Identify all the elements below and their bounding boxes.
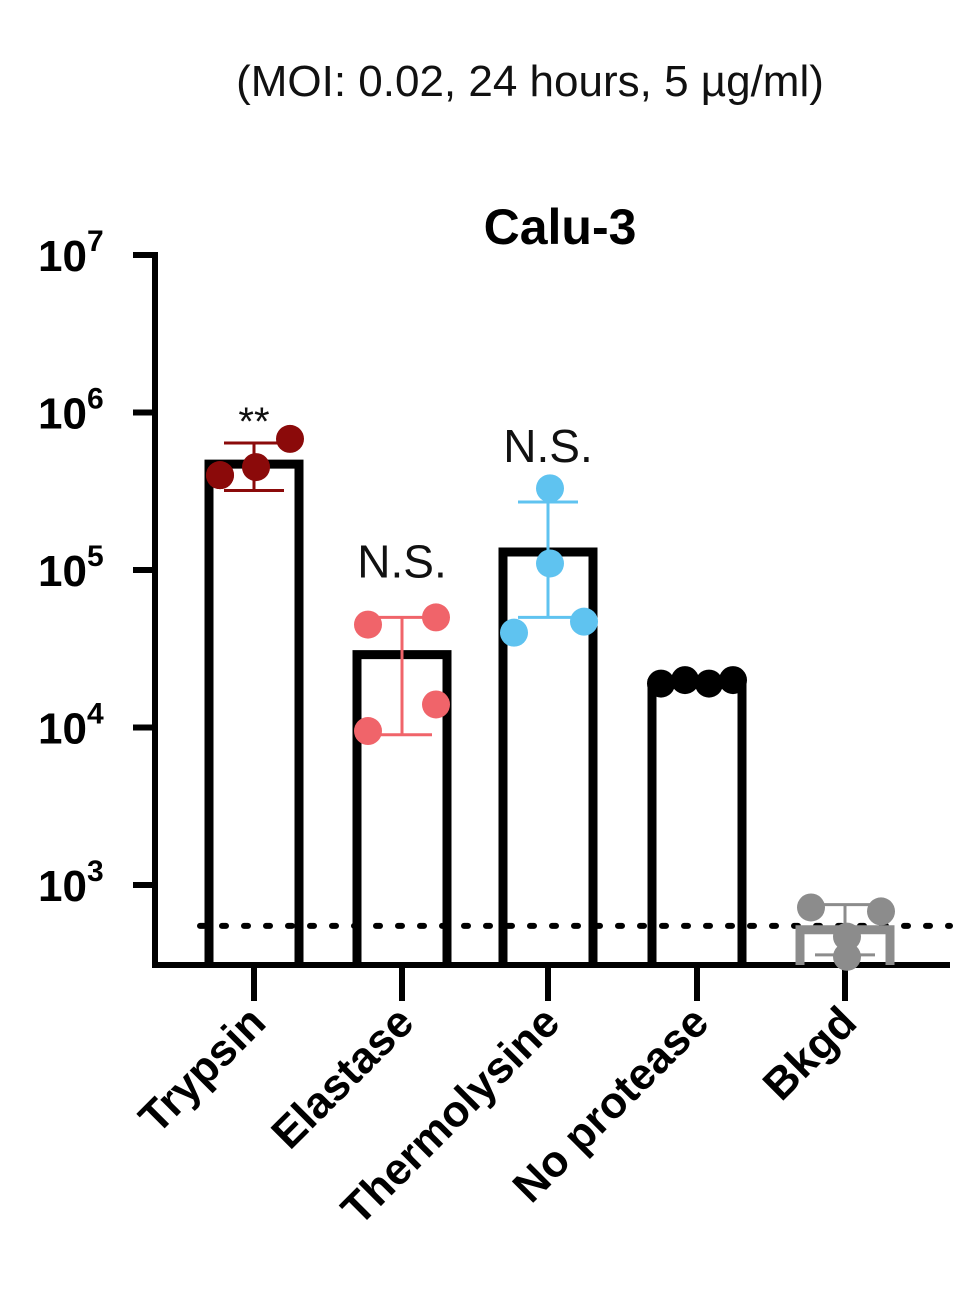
significance-label: N.S. [357, 535, 446, 587]
data-point [354, 717, 382, 746]
y-tick-label: 103 [38, 855, 104, 911]
data-point [867, 897, 895, 926]
data-point [647, 669, 675, 698]
data-point [242, 453, 270, 482]
data-point [671, 666, 699, 695]
data-point [833, 922, 861, 951]
y-tick-label: 105 [38, 540, 104, 596]
category-label: Bkgd [754, 997, 866, 1109]
chart-title: Calu-3 [484, 199, 637, 255]
data-point [206, 461, 234, 490]
y-tick-label: 106 [38, 383, 104, 439]
bar-trypsin [204, 459, 304, 965]
data-point [276, 424, 304, 453]
category-label: Trypsin [130, 997, 275, 1142]
data-point [536, 474, 564, 503]
data-point [719, 666, 747, 695]
significance-label: ** [238, 400, 269, 444]
bar-no-protease [647, 679, 747, 965]
data-point [695, 669, 723, 698]
data-point [536, 549, 564, 578]
data-point [797, 893, 825, 922]
plot-area: 103104105106107**TrypsinN.S.ElastaseN.S.… [38, 225, 953, 1234]
data-point [422, 690, 450, 719]
data-point [833, 942, 861, 971]
conditions-header: (MOI: 0.02, 24 hours, 5 µg/ml) [236, 57, 824, 106]
data-point [422, 603, 450, 632]
y-tick-label: 107 [38, 225, 104, 281]
data-point [354, 610, 382, 639]
data-point [570, 607, 598, 636]
y-tick-label: 104 [38, 698, 104, 754]
significance-label: N.S. [503, 420, 592, 472]
data-point [500, 618, 528, 647]
